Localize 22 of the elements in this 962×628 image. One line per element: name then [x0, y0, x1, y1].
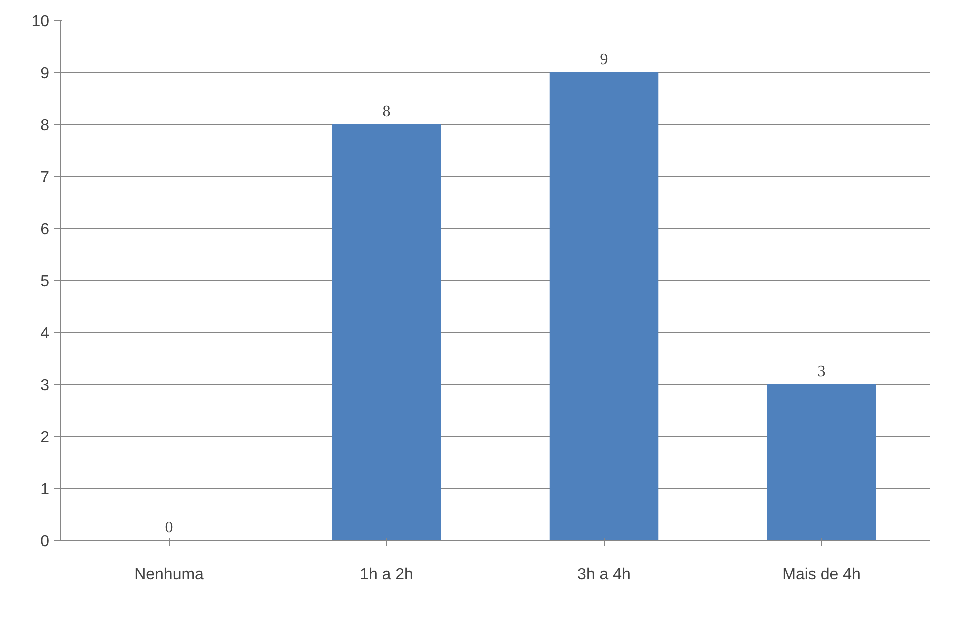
y-tick-label: 6	[40, 222, 50, 238]
x-tick-label: Nenhuma	[134, 566, 204, 584]
y-tick-label: 3	[40, 378, 50, 394]
y-tick-label: 1	[40, 482, 50, 498]
y-tick-label: 4	[40, 326, 50, 342]
data-label: 3	[818, 364, 826, 380]
y-tick-label: 2	[40, 430, 50, 446]
bar	[550, 72, 659, 540]
bar	[767, 384, 876, 540]
y-tick-label: 10	[32, 14, 50, 30]
x-tick-label: 3h a 4h	[578, 566, 631, 584]
x-tick-label: Mais de 4h	[782, 566, 861, 584]
y-tick-label: 8	[40, 118, 50, 134]
data-label: 8	[382, 104, 391, 120]
bar	[332, 124, 442, 540]
data-label: 9	[600, 52, 608, 68]
x-tick-label: 1h a 2h	[360, 566, 414, 584]
data-label: 0	[165, 520, 174, 536]
y-tick-label: 9	[40, 66, 50, 82]
y-tick-label: 0	[40, 534, 50, 550]
y-tick-label: 7	[40, 170, 50, 186]
y-tick-label: 5	[40, 274, 50, 290]
